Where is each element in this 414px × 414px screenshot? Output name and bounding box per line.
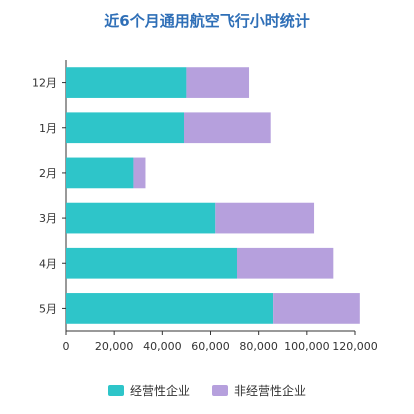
y-tick-label: 4月 [39,257,57,270]
bar-operating [66,112,185,144]
labels-layer: 0 20,000 40,000 60,000 80,000 100,000 120,000 1… [32,77,378,353]
x-tick-label: 120,000 [332,340,378,353]
legend-swatch-operating [107,385,124,396]
bar-non-operating [184,112,271,144]
axes-layer [62,60,356,335]
bar-non-operating [133,157,146,189]
x-tick-label: 0 [63,340,70,353]
bar-operating [66,202,216,234]
legend-item-operating: 经营性企业 [107,382,190,399]
bar-non-operating [215,202,315,234]
legend-label-operating: 经营性企业 [129,384,190,398]
chart-title: 近6个月通用航空飞行小时统计 [104,12,310,30]
legend-label-non-operating: 非经营性企业 [234,384,307,398]
y-tick-label: 12月 [32,77,57,90]
x-tick-label: 100,000 [284,340,330,353]
y-tick-label: 2月 [39,167,57,180]
x-tick-label: 80,000 [239,340,278,353]
bar-operating [66,67,187,98]
bar-non-operating [273,293,360,324]
x-tick-label: 60,000 [191,340,230,353]
y-tick-label: 1月 [39,122,57,135]
bars-layer [66,67,360,324]
bar-non-operating [236,247,334,279]
legend-swatch-non-operating [212,385,228,396]
bar-operating [66,157,134,189]
x-tick-label: 40,000 [143,340,182,353]
legend-item-non-operating: 非经营性企业 [212,382,306,399]
bar-non-operating [186,67,250,98]
y-tick-label: 3月 [39,212,57,225]
x-tick-label: 20,000 [95,340,134,353]
bar-operating [66,293,274,324]
y-tick-label: 5月 [39,302,57,315]
bar-operating [66,247,237,279]
chart-legend: 经营性企业 非经营性企业 [0,382,414,399]
